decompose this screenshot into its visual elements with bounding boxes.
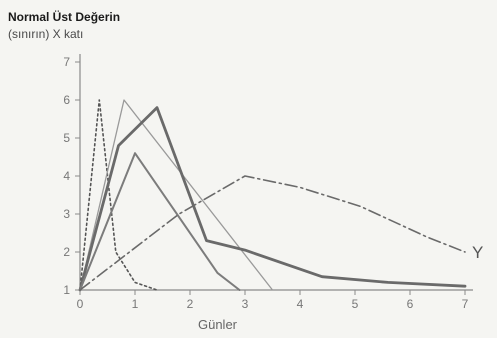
x-tick-label: 0 [77,297,84,311]
series-line-1 [79,99,158,291]
chart-subtitle: (sınırın) X katı [8,27,84,41]
x-tick-label: 5 [352,297,359,311]
x-tick-label: 3 [242,297,249,311]
series-label: Y [472,243,483,262]
y-tick-label: 2 [63,245,70,259]
series-line-3 [78,106,467,292]
x-tick-label: 4 [297,297,304,311]
x-tick-label: 6 [407,297,414,311]
y-tick-label: 5 [63,131,70,145]
series-line-4 [79,152,241,291]
x-tick-label: 2 [187,297,194,311]
x-tick-label: 7 [462,297,469,311]
chart-title: Normal Üst Değerin [8,10,121,24]
x-axis-label: Günler [198,317,238,332]
y-tick-label: 7 [63,55,70,69]
y-tick-label: 6 [63,93,70,107]
x-tick-label: 1 [132,297,139,311]
series-line-5 [79,175,466,291]
y-tick-label: 1 [63,283,70,297]
y-tick-label: 3 [63,207,70,221]
y-tick-label: 4 [63,169,70,183]
series-line-2 [79,99,274,291]
